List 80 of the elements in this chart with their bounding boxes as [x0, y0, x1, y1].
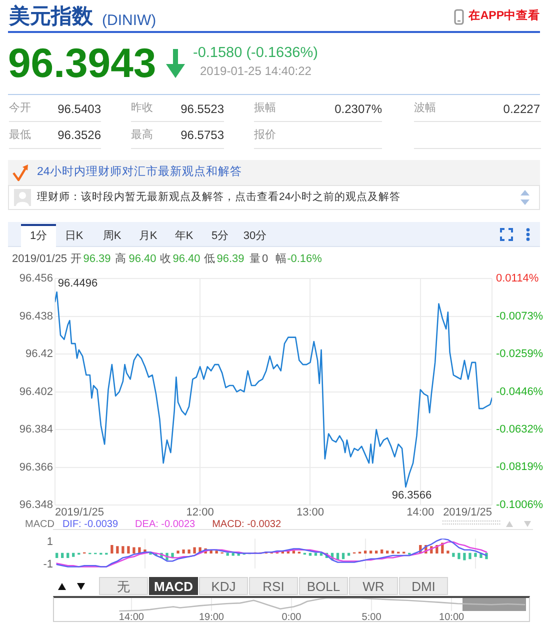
x-tick-label: 10:00: [439, 612, 465, 623]
text: 日K: [64, 230, 84, 242]
series-label: MACD: -0.0032: [212, 519, 282, 530]
text: 0.2227: [503, 102, 540, 116]
text: 2019-01-25 14:40:22: [200, 64, 312, 78]
y2-tick-label: -0.0446%: [496, 386, 544, 398]
x-tick-label: 0:00: [282, 612, 302, 623]
text: 波幅: [414, 102, 436, 114]
text: 最高: [131, 128, 153, 140]
text: 96.3943: [8, 40, 156, 86]
x-tick-label: 14:00: [118, 612, 144, 623]
y2-tick-label: 0.0114%: [496, 272, 539, 285]
text: 年K: [174, 230, 194, 242]
y-tick-label: 96.384: [19, 424, 53, 436]
y-tick-label: 96.366: [19, 461, 53, 474]
text: DIF: -0.0039: [62, 519, 118, 530]
y-tick-label: 96.402: [19, 386, 53, 398]
text: 96.5523: [180, 102, 224, 116]
text: DEA: -0.0023: [135, 519, 196, 530]
text: WR: [362, 578, 384, 594]
x-tick-label: 2019/1/25: [55, 506, 104, 519]
text: 今开: [9, 102, 31, 114]
text: 收: [160, 253, 171, 266]
text: 0.2307%: [334, 102, 382, 116]
text: 5分: [211, 230, 229, 242]
text: -0.1580 (-0.1636%): [193, 44, 318, 61]
text: 2019/01/25: [12, 253, 68, 266]
text: 振幅: [254, 102, 276, 114]
chart-title: MACD: [25, 519, 54, 530]
text: 96.5403: [58, 102, 101, 116]
y2-tick-label: -0.0632%: [496, 423, 544, 436]
text: 1分: [30, 230, 48, 242]
y2-tick-label: -0.1006%: [496, 499, 544, 512]
y-tick-label: 96.456: [19, 272, 53, 285]
text: 报价: [254, 128, 276, 140]
text: -0.16%: [287, 253, 322, 266]
y-tick-label: 96.42: [25, 348, 53, 360]
text: 30分: [243, 230, 267, 242]
x-tick-label: 14:00: [406, 506, 434, 519]
text: 开: [70, 253, 82, 266]
annotation: 96.3566: [392, 490, 432, 502]
y-tick-label: 96.348: [19, 499, 53, 512]
annotation: 96.4496: [58, 278, 98, 290]
text: 96.39: [83, 253, 111, 266]
chart-title: 美元指数: [9, 5, 93, 28]
y-tick-label: -1: [43, 558, 53, 570]
x-tick-label: 12:00: [186, 506, 214, 519]
text: DMI: [412, 578, 436, 594]
text: 最低: [9, 128, 31, 140]
text: 无: [117, 578, 130, 594]
text: 96.5753: [180, 128, 224, 142]
text: 月K: [138, 230, 158, 242]
y-tick-label: 96.438: [19, 310, 53, 322]
text: 量: [250, 253, 260, 266]
text: 0: [262, 253, 268, 266]
text: RSI: [262, 578, 284, 594]
text: 昨收: [131, 102, 153, 114]
y2-tick-label: -0.0819%: [496, 461, 544, 474]
y2-tick-label: -0.0259%: [496, 348, 544, 360]
text: 96.39: [216, 253, 244, 266]
text: 96.40: [172, 253, 200, 266]
text: 低: [204, 253, 215, 266]
text: MACD: [154, 578, 193, 594]
text: 96.3526: [58, 128, 101, 142]
text: 周K: [102, 230, 122, 242]
text: 在APP中查看: [468, 10, 540, 23]
text: 24小时内理财师对汇市最新观点和解答: [37, 166, 242, 179]
y-tick-label: 1: [46, 536, 53, 548]
text: 理财师：该时段内暂无最新观点及解答，点击查看24小时之前的观点及解答: [37, 190, 401, 203]
text: 高: [115, 253, 126, 266]
y2-tick-label: -0.0073%: [496, 310, 544, 322]
text: BOLL: [306, 578, 340, 594]
text: KDJ: [211, 578, 236, 594]
text: 幅: [276, 253, 286, 266]
x-tick-label: 13:00: [296, 506, 324, 519]
x-tick-label: 19:00: [198, 612, 224, 623]
text: 96.40: [128, 253, 156, 266]
x-tick-label: 5:00: [362, 612, 382, 623]
chart-subtitle: (DINIW): [102, 12, 156, 28]
x-tick-label: 2019/1/25: [443, 506, 492, 519]
